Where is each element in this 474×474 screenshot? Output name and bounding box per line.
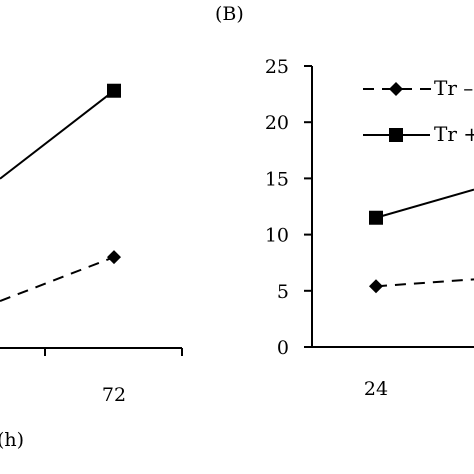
panel-a-series-line <box>0 256 115 303</box>
panel-b: (B) 0 5 10 15 20 25 24 Tr – Tr + <box>215 3 474 400</box>
panel-a-series-group <box>0 83 121 303</box>
panel-b-y-tick-label: 5 <box>277 281 289 303</box>
panel-b-series-line <box>375 278 474 288</box>
panel-b-y-tick-label: 25 <box>265 56 289 78</box>
panel-a-series-line <box>0 89 115 180</box>
panel-b-series-line <box>375 188 474 219</box>
legend-square-marker <box>389 128 403 142</box>
panel-a: 72 (h) <box>0 83 183 451</box>
legend-diamond-marker <box>389 82 403 96</box>
panel-b-diamond-marker <box>369 279 383 294</box>
panel-a-diamond-marker <box>107 250 121 265</box>
legend: Tr – Tr + <box>363 76 474 146</box>
panel-b-y-tick-label: 15 <box>265 168 289 190</box>
panel-b-series-group <box>369 188 474 294</box>
legend-label: Tr + <box>434 122 474 146</box>
panel-a-x-tick-label: 72 <box>102 384 126 406</box>
legend-entry: Tr – <box>363 76 473 100</box>
panel-b-y-tick-label: 20 <box>265 112 289 134</box>
panel-b-y-tick-label: 0 <box>277 337 289 359</box>
panel-a-x-axis-title: (h) <box>0 429 24 451</box>
panel-b-y-tick-label: 10 <box>265 225 289 247</box>
legend-label: Tr – <box>434 76 473 100</box>
panel-b-x-tick-label: 24 <box>364 378 388 400</box>
panel-b-label: (B) <box>215 3 244 25</box>
legend-entry: Tr + <box>363 122 474 146</box>
panel-b-y-ticks: 0 5 10 15 20 25 <box>265 56 312 359</box>
panel-b-square-marker <box>369 210 383 225</box>
panel-a-square-marker <box>107 83 121 98</box>
